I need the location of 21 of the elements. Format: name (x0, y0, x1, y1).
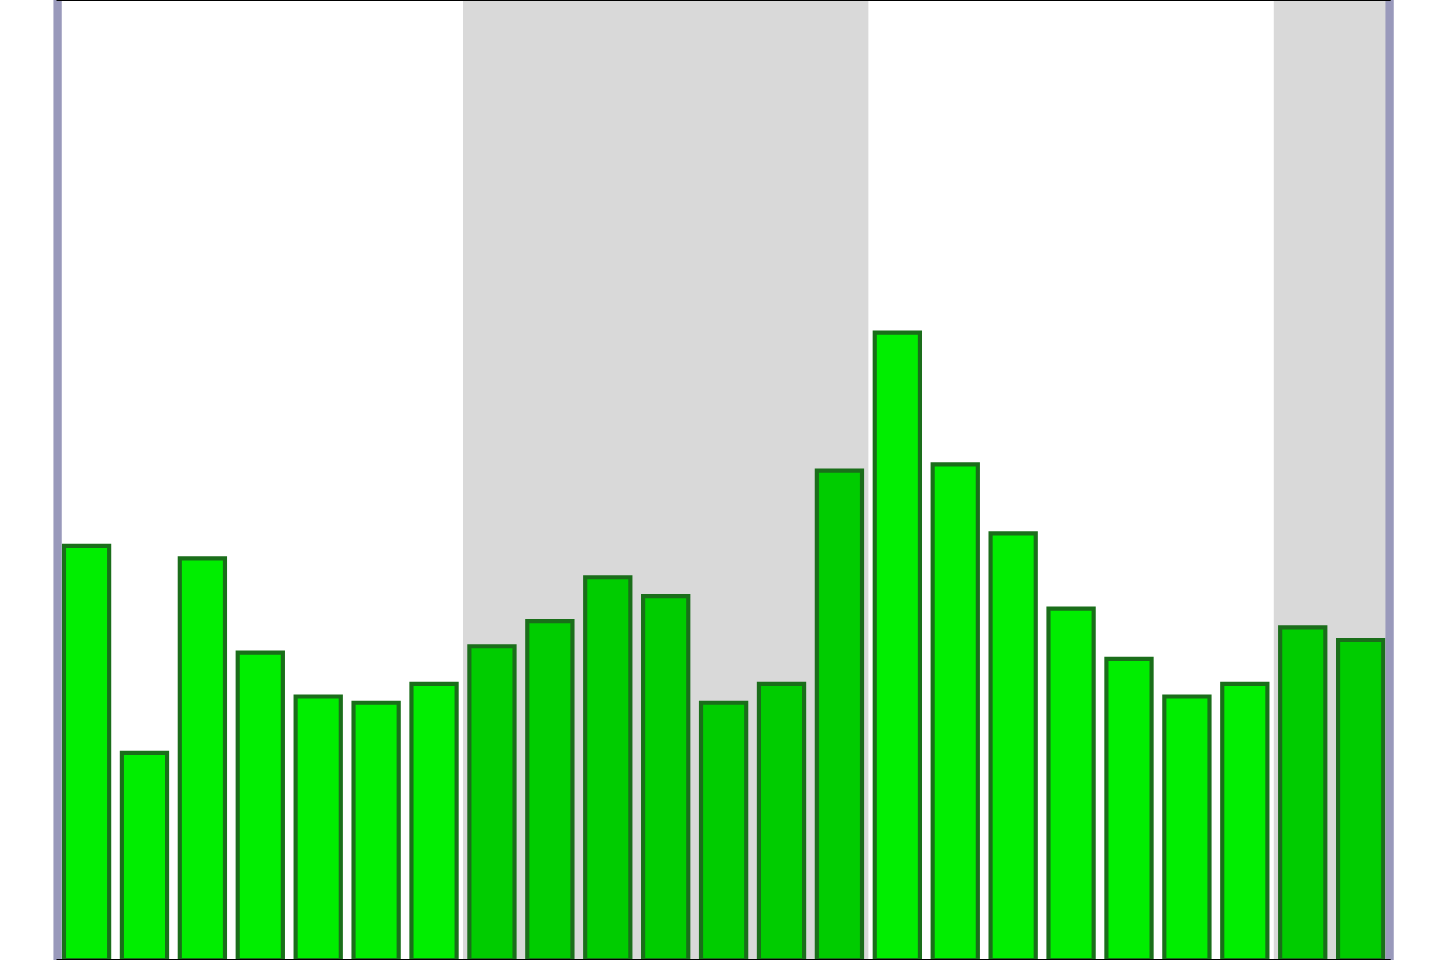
bar (409, 681, 459, 960)
bar (293, 694, 343, 960)
bar (1104, 656, 1154, 960)
bar (351, 700, 401, 960)
bar (756, 681, 807, 960)
bar (988, 531, 1038, 960)
bar (872, 330, 923, 960)
bar (1278, 625, 1328, 960)
bar (698, 700, 749, 960)
bar (1162, 694, 1212, 960)
bar (525, 619, 575, 960)
bar (119, 750, 170, 960)
bar (467, 644, 517, 960)
bar (930, 462, 980, 960)
bar (641, 593, 691, 960)
bar (814, 468, 865, 960)
bar (1220, 681, 1270, 960)
bar (177, 556, 228, 960)
bar (583, 575, 633, 960)
bar (1046, 606, 1096, 960)
bar (235, 650, 285, 960)
